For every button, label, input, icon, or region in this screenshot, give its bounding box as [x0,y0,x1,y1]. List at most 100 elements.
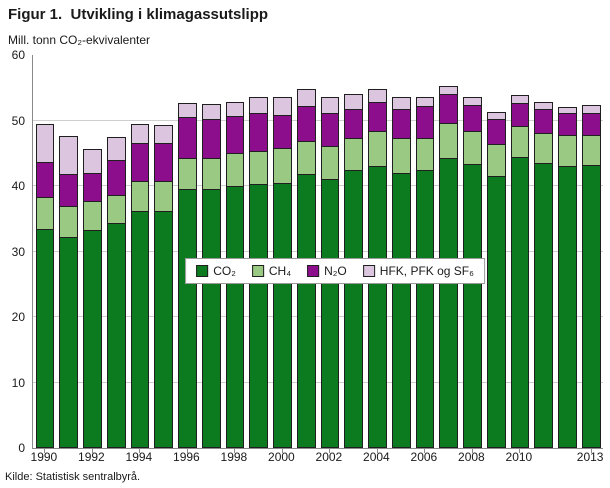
legend-label: CO₂ [213,264,236,279]
bar-segment-1997 [201,119,221,159]
bar-segment-2000 [273,97,292,116]
bar-segment-2004 [368,131,387,168]
y-tick-label: 30 [11,244,25,259]
bar-2011 [534,55,553,448]
bar-segment-2003 [344,94,363,110]
bar-2013 [581,55,601,448]
bar-segment-2002 [320,97,340,114]
y-tick-label: 40 [11,179,25,194]
bar-segment-1999 [249,97,268,114]
bar-segment-2002 [320,112,340,147]
bar-2009 [486,55,506,448]
bar-segment-2000 [273,114,292,149]
bar-segment-1998 [225,115,245,154]
bar-segment-1993 [106,223,126,448]
bar-segment-2006 [415,137,435,172]
bar-segment-2010 [510,126,530,158]
legend-item: N₂O [307,264,347,278]
x-tick-mark [281,449,283,453]
bar-segment-2009 [486,119,506,146]
bar-segment-1996 [178,102,197,118]
bar-segment-2007 [439,122,458,159]
x-tick-mark [234,449,236,453]
x-tick-label: 2002 [315,450,343,464]
bar-segment-2002 [320,145,340,181]
x-tick-label: 2006 [410,450,438,464]
x-tick-mark [91,449,93,453]
bar-segment-1991 [59,206,78,239]
bar-2007 [439,55,458,448]
bar-2010 [510,55,530,448]
bar-segment-1996 [178,188,197,448]
bar-segment-2005 [391,137,411,174]
bar-1997 [201,55,221,448]
bar-segment-2001 [296,174,316,448]
bar-segment-2009 [486,144,506,178]
legend-item: HFK, PFK og SF₆ [362,264,474,278]
legend-swatch-icon [196,265,209,278]
x-tick-mark [186,449,188,453]
bar-segment-2000 [273,182,292,448]
bar-segment-2008 [463,163,482,448]
bar-segment-2008 [463,131,482,165]
y-tick-label: 60 [11,48,25,62]
x-tick-label: 2008 [458,450,485,464]
bar-segment-1998 [225,152,245,188]
legend-swatch-icon [307,265,320,278]
bar-segment-2000 [273,147,292,184]
bar-1999 [249,55,268,448]
bar-2004 [368,55,387,448]
bar-segment-1990 [35,228,55,448]
bar-segment-2011 [534,163,553,448]
bar-1990 [35,55,55,448]
y-axis-labels: 0 10 20 30 40 50 60 [0,48,29,455]
bar-segment-2010 [510,156,530,448]
x-tick-mark [329,449,331,453]
bar-segment-2002 [320,179,340,448]
bar-segment-1991 [59,135,78,176]
x-tick-mark [590,449,592,453]
bar-segment-1992 [83,229,102,448]
bar-segment-1995 [154,124,173,145]
bar-segment-2004 [368,88,387,104]
bar-1998 [225,55,245,448]
bar-segment-1999 [249,151,268,186]
x-tick-label: 1994 [125,450,153,464]
bar-segment-1992 [83,200,102,231]
x-tick-label: 2000 [268,450,295,464]
bar-segment-2003 [344,137,363,171]
bar-segment-1995 [154,181,173,212]
bar-segment-2013 [581,134,601,167]
bar-segment-2001 [296,106,316,143]
bar-1995 [154,55,173,448]
x-axis-labels: 1990 1992 1994 1996 1998 2000 2002 2004 2006 2008… [30,450,604,465]
bar-2008 [463,55,482,448]
x-tick-mark [424,449,426,453]
bar-segment-2005 [391,172,411,448]
bar-segment-1993 [106,194,126,225]
legend-swatch-icon [251,265,264,278]
bars [33,55,603,448]
bar-segment-2012 [558,134,577,168]
x-tick-mark [471,449,473,453]
bar-segment-1993 [106,136,126,161]
bar-2003 [344,55,363,448]
bar-segment-1991 [59,174,78,207]
chart-title: Figur 1. Utvikling i klimagassutslipp [8,6,269,23]
bar-segment-2004 [368,166,387,448]
bar-2002 [320,55,340,448]
bar-segment-1996 [178,157,197,190]
bar-segment-1990 [35,196,55,230]
x-tick-mark [519,449,521,453]
bar-segment-2007 [439,94,458,124]
bar-segment-1990 [35,123,55,163]
x-tick-label: 1990 [30,450,58,464]
x-tick-mark [44,449,46,453]
legend-item: CO₂ [196,264,236,278]
bar-2000 [273,55,292,448]
bar-1993 [106,55,126,448]
plot-area: 0 10 20 30 40 50 60 CO₂ CH₄ N₂O HFK, PFK og SF₆ [12,48,603,455]
bar-segment-1995 [154,143,173,183]
x-tick-label: 2010 [505,450,533,464]
